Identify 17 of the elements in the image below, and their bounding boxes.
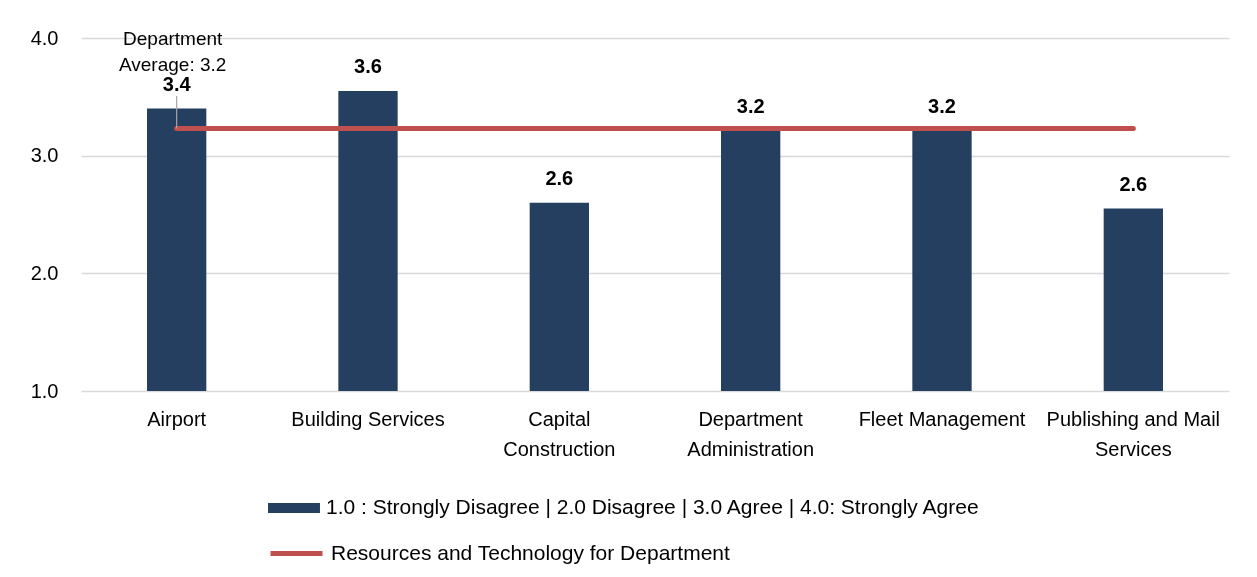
data-label: 2.6 — [1119, 172, 1148, 195]
data-label: 3.6 — [354, 54, 382, 77]
x-tick-label: Fleet Management — [858, 407, 1026, 430]
x-tick-label: Department Administration — [687, 407, 815, 460]
y-tick-label: 4.0 — [30, 26, 59, 49]
x-tick-label: Building Services — [291, 407, 445, 430]
y-tick-label: 2.0 — [30, 261, 59, 284]
data-label: 2.6 — [545, 166, 574, 189]
y-tick-label: 1.0 — [30, 379, 59, 402]
x-tick-label: Publishing and Mail Services — [1046, 407, 1221, 460]
data-label: 3.2 — [736, 94, 765, 117]
legend-label: 1.0 : Strongly Disagree | 2.0 Disagree | 3.0 Agree | 4.0: Strongly Agree — [326, 495, 979, 518]
legend-label: Resources and Technology for Department — [331, 540, 730, 564]
y-tick-label: 3.0 — [30, 144, 59, 167]
x-tick-label: Airport — [147, 407, 207, 430]
data-label: 3.2 — [928, 94, 956, 117]
x-tick-label: Capital Construction — [503, 407, 616, 460]
